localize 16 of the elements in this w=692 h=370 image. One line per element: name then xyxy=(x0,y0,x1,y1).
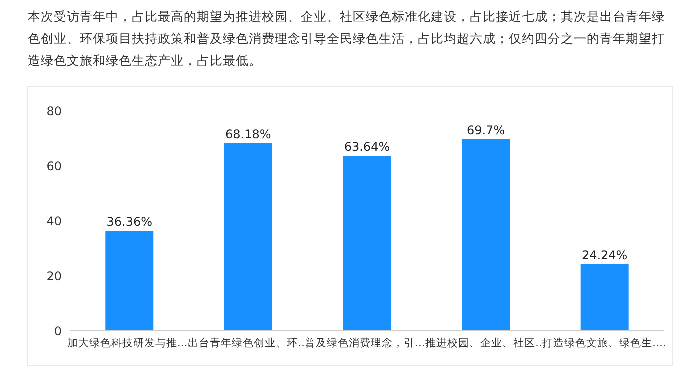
data-label: 36.36% xyxy=(106,215,153,230)
y-tick-label: 60 xyxy=(46,159,62,174)
bar xyxy=(343,156,392,331)
bar xyxy=(106,231,154,331)
bar xyxy=(224,144,272,331)
data-label: 63.64% xyxy=(344,140,390,154)
y-tick-label: 20 xyxy=(46,269,62,284)
data-label: 69.7% xyxy=(466,123,506,138)
bar xyxy=(462,139,510,331)
data-label: 68.18% xyxy=(226,128,272,142)
y-tick-label: 80 xyxy=(46,104,62,118)
bar xyxy=(580,264,629,331)
chart-title: 本次受访青年中，占比最高的期望为推进校园、企业、社区绿色标准化建设，占比接近七成；其次是出台青年绿色创业、环保项目扶持政策和普及绿色消费理念引导全民绿色生活，占比均超六成；仅约四分之一的青年期望打造绿色文旅和绿色生态产业，占比最低。 xyxy=(27,8,666,70)
y-tick-label: 0 xyxy=(54,324,62,338)
data-label: 24.24% xyxy=(582,248,628,262)
y-tick-label: 40 xyxy=(46,214,62,228)
